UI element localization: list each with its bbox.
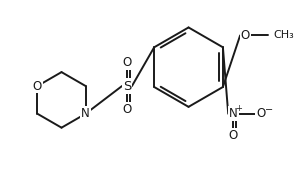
Text: S: S (123, 79, 131, 93)
Text: N: N (229, 107, 238, 120)
Text: N: N (81, 107, 90, 120)
Text: O: O (240, 29, 250, 42)
Text: +: + (235, 104, 242, 113)
Text: O: O (229, 129, 238, 142)
Text: O: O (33, 79, 42, 93)
Text: CH₃: CH₃ (273, 30, 294, 40)
Text: O: O (122, 103, 132, 116)
Text: O: O (256, 107, 266, 120)
Text: O: O (122, 56, 132, 69)
Text: −: − (265, 105, 273, 115)
